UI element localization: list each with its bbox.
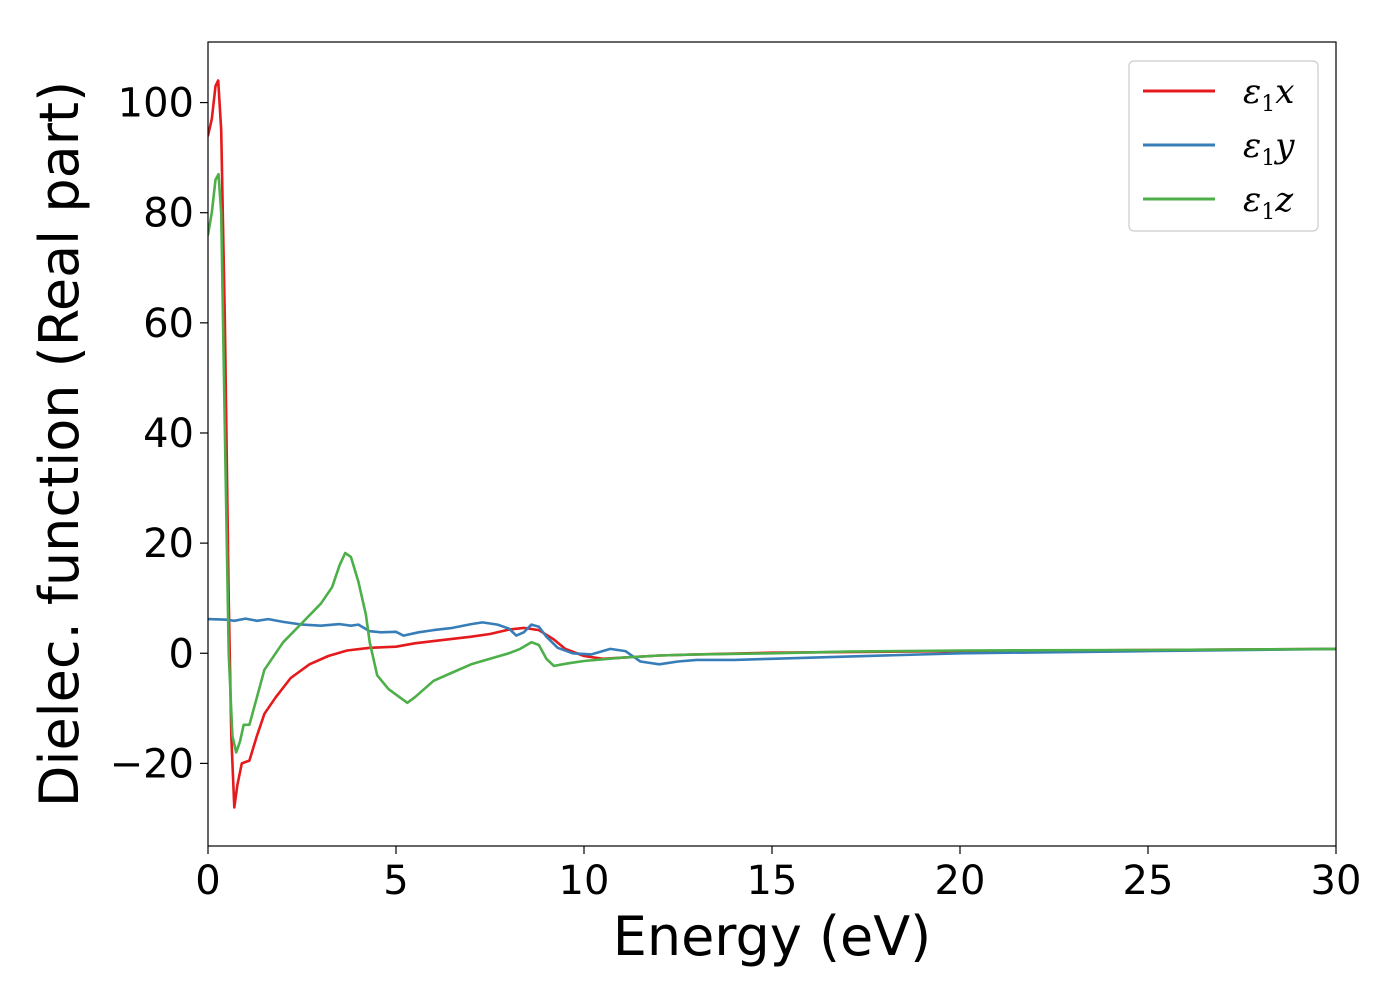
y-tick-label: 60: [143, 301, 194, 347]
y-tick-label: 40: [143, 411, 194, 457]
x-tick-label: 25: [1123, 858, 1174, 904]
x-tick-label: 5: [383, 858, 408, 904]
legend-label: ε1x: [1243, 72, 1294, 117]
x-tick-label: 10: [559, 858, 610, 904]
series-line-3: [208, 172, 1336, 754]
x-tick-label: 0: [195, 858, 220, 904]
x-tick-label: 20: [935, 858, 986, 904]
legend-label: ε1z: [1243, 180, 1294, 225]
legend-label: ε1y: [1243, 126, 1295, 171]
x-tick-label: 15: [747, 858, 798, 904]
y-tick-label: 0: [169, 631, 194, 677]
series-layer: [208, 79, 1336, 809]
ticks-layer: 0 5 10 15 20 25 30 −20 0 20 40 60 80 100: [110, 81, 1362, 904]
y-tick-label: 80: [143, 191, 194, 237]
x-tick-label: 30: [1311, 858, 1362, 904]
y-axis-label: Dielec. function (Real part): [28, 81, 91, 807]
y-tick-label: 20: [143, 521, 194, 567]
y-tick-label: 100: [118, 81, 194, 127]
y-tick-label: −20: [110, 741, 194, 787]
x-axis-label: Energy (eV): [613, 905, 932, 968]
legend-box: [1128, 60, 1319, 232]
legend: ε1x ε1y ε1z: [1128, 60, 1319, 232]
